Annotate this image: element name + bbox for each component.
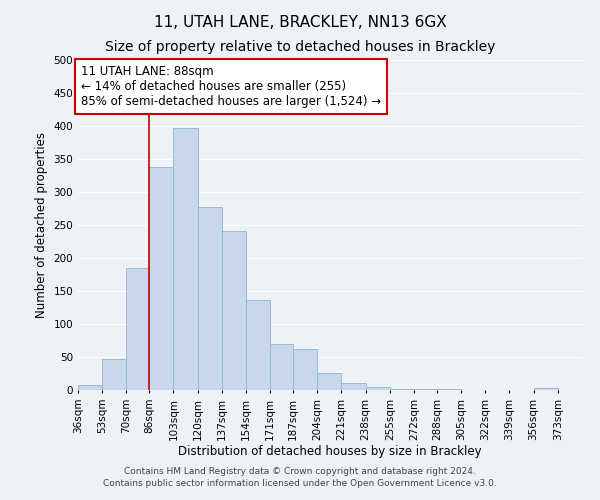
Text: Size of property relative to detached houses in Brackley: Size of property relative to detached ho… [105,40,495,54]
Bar [197,207,222,390]
Bar [293,349,317,390]
Bar [222,231,246,390]
Text: Contains HM Land Registry data © Crown copyright and database right 2024.
Contai: Contains HM Land Registry data © Crown c… [103,466,497,487]
Text: 11 UTAH LANE: 88sqm
← 14% of detached houses are smaller (255)
85% of semi-detac: 11 UTAH LANE: 88sqm ← 14% of detached ho… [81,64,381,108]
Bar [173,128,197,390]
Bar [127,268,149,390]
Y-axis label: Number of detached properties: Number of detached properties [35,132,48,318]
Bar [149,167,173,390]
Bar [341,382,365,390]
Bar [390,388,414,390]
Text: 11, UTAH LANE, BRACKLEY, NN13 6GX: 11, UTAH LANE, BRACKLEY, NN13 6GX [154,15,446,30]
Bar [102,359,127,390]
X-axis label: Distribution of detached houses by size in Brackley: Distribution of detached houses by size … [178,446,482,458]
Bar [246,300,270,390]
Bar [365,386,390,390]
Bar [78,384,102,390]
Bar [533,388,558,390]
Bar [270,344,293,390]
Bar [317,373,341,390]
